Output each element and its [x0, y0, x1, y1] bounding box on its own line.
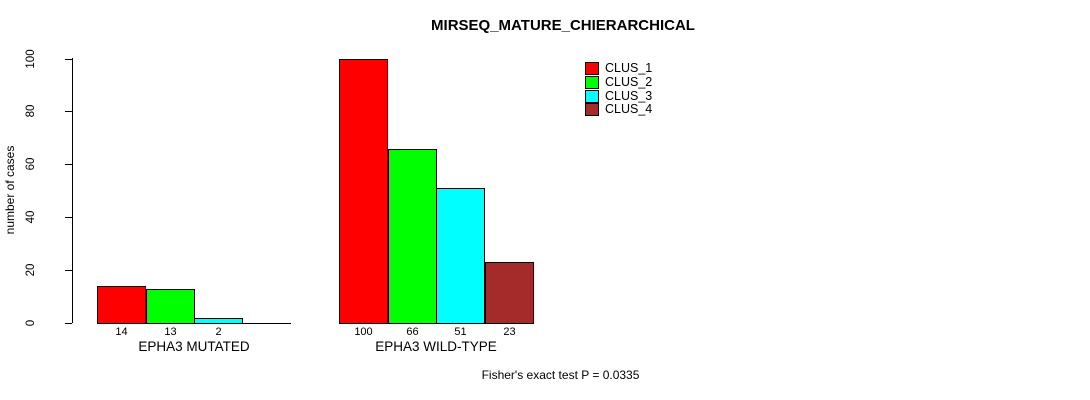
bar-value-label: 66	[406, 326, 419, 338]
y-tick-mark	[65, 217, 72, 218]
bar-value-label: 23	[503, 326, 516, 338]
bar-clus_1-2	[339, 59, 388, 324]
bar-clus_3-1	[194, 318, 243, 324]
legend-item: CLUS_1	[585, 62, 652, 76]
legend-swatch-clus_1	[585, 62, 599, 76]
legend-swatch-clus_3	[585, 89, 599, 103]
legend-item: CLUS_4	[585, 103, 652, 117]
y-tick-label: 100	[25, 49, 37, 69]
legend-item: CLUS_2	[585, 76, 652, 90]
legend-item: CLUS_3	[585, 89, 652, 103]
y-tick-label: 80	[25, 104, 37, 118]
legend: CLUS_1 CLUS_2 CLUS_3 CLUS_4	[585, 62, 652, 117]
bar-value-label: 100	[354, 326, 373, 338]
group-label: EPHA3 WILD-TYPE	[375, 339, 497, 354]
group-label: EPHA3 MUTATED	[138, 339, 250, 354]
bar-value-label: 13	[164, 326, 177, 338]
bar-value-label: 14	[115, 326, 128, 338]
y-tick-mark	[65, 164, 72, 165]
bar-clus_3-2	[436, 188, 485, 324]
bar-clus_1-1	[97, 286, 146, 324]
legend-swatch-clus_4	[585, 103, 599, 117]
legend-label: CLUS_4	[605, 102, 653, 117]
y-tick-mark	[65, 270, 72, 271]
y-axis-title: number of cases	[3, 145, 17, 235]
legend-label: CLUS_2	[605, 75, 653, 90]
bar-value-label: 51	[454, 326, 467, 338]
y-tick-label: 20	[25, 263, 37, 277]
y-tick-label: 40	[25, 210, 37, 224]
annotation-text: Fisher's exact test P = 0.0335	[481, 368, 640, 382]
y-tick-mark	[65, 59, 72, 60]
legend-label: CLUS_3	[605, 88, 653, 103]
bar-clus_2-2	[388, 149, 437, 324]
legend-swatch-clus_2	[585, 76, 599, 90]
y-tick-label: 0	[25, 319, 37, 327]
bar-value-label: 2	[215, 326, 222, 338]
chart-title: MIRSEQ_MATURE_CHIERARCHICAL	[431, 17, 695, 34]
legend-label: CLUS_1	[605, 61, 653, 76]
bar-clus_4-2	[485, 262, 534, 324]
y-tick-label: 60	[25, 157, 37, 171]
y-tick-mark	[65, 111, 72, 112]
y-axis-line	[72, 58, 73, 323]
bar-clus_2-1	[146, 289, 195, 324]
y-tick-mark	[65, 323, 72, 324]
